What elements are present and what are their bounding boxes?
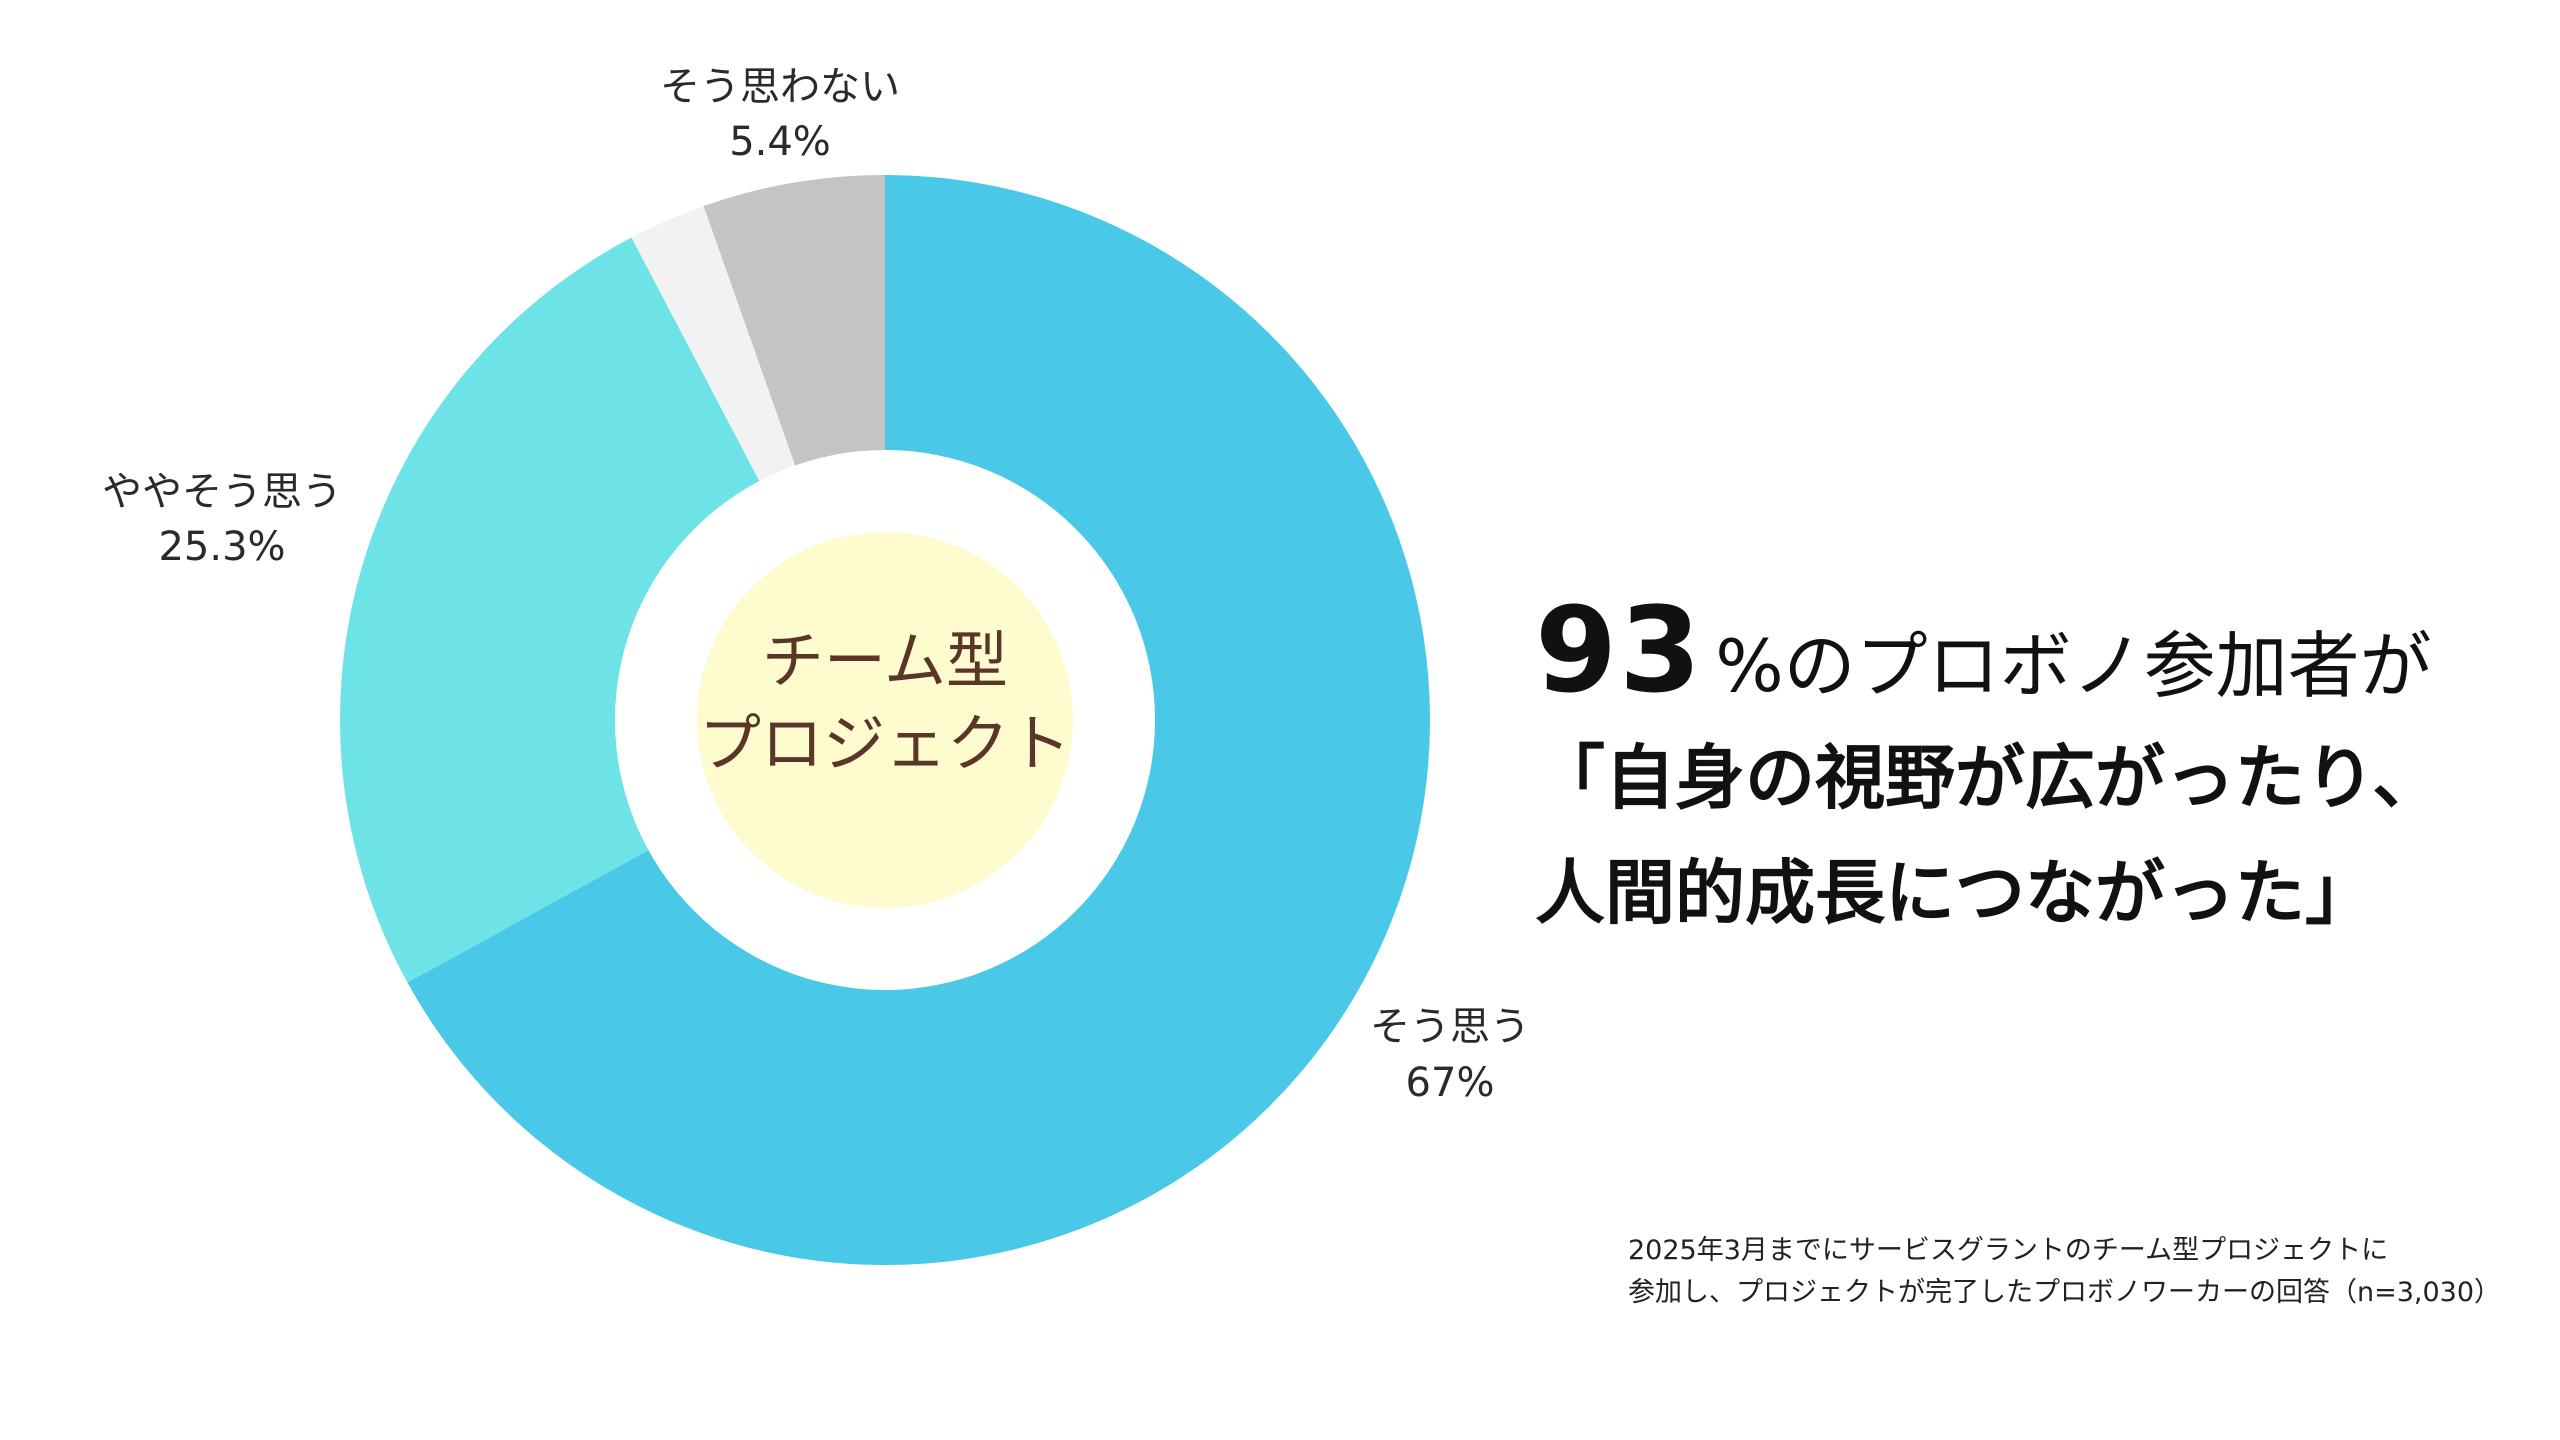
slice-label-sou-omou: そう思う	[1370, 1004, 1530, 1050]
headline-big-number: 93	[1535, 581, 1704, 719]
slice-value-yaya-sou-omou: 25.3%	[158, 524, 285, 570]
center-disc	[697, 532, 1073, 908]
slice-value-sou-omou: 67%	[1406, 1060, 1495, 1106]
slice-value-sou-omowanai: 5.4%	[729, 119, 831, 165]
headline-line1: 93 %のプロボノ参加者が	[1535, 591, 2535, 721]
headline-line1-rest: %のプロボノ参加者が	[1715, 624, 2432, 708]
footnote: 2025年3月までにサービスグラントのチーム型プロジェクトに 参加し、プロジェク…	[1628, 1230, 2548, 1314]
footnote-line2: 参加し、プロジェクトが完了したプロボノワーカーの回答（n=3,030）	[1628, 1277, 2502, 1308]
slice-label-sou-omowanai: そう思わない	[660, 64, 900, 110]
slice-label-yaya-sou-omou: ややそう思う	[102, 469, 342, 515]
footnote-line1: 2025年3月までにサービスグラントのチーム型プロジェクトに	[1628, 1235, 2389, 1266]
center-label-line1: チーム型	[762, 624, 1008, 697]
slice-yaya-sou-omou	[339, 237, 885, 983]
center-label-line2: プロジェクト	[699, 707, 1071, 780]
headline-line2: 「自身の視野が広がったり、	[1535, 737, 2443, 819]
headline: 93 %のプロボノ参加者が 「自身の視野が広がったり、 人間的成長につながった」	[1535, 591, 2535, 951]
headline-line3: 人間的成長につながった」	[1535, 852, 2375, 934]
